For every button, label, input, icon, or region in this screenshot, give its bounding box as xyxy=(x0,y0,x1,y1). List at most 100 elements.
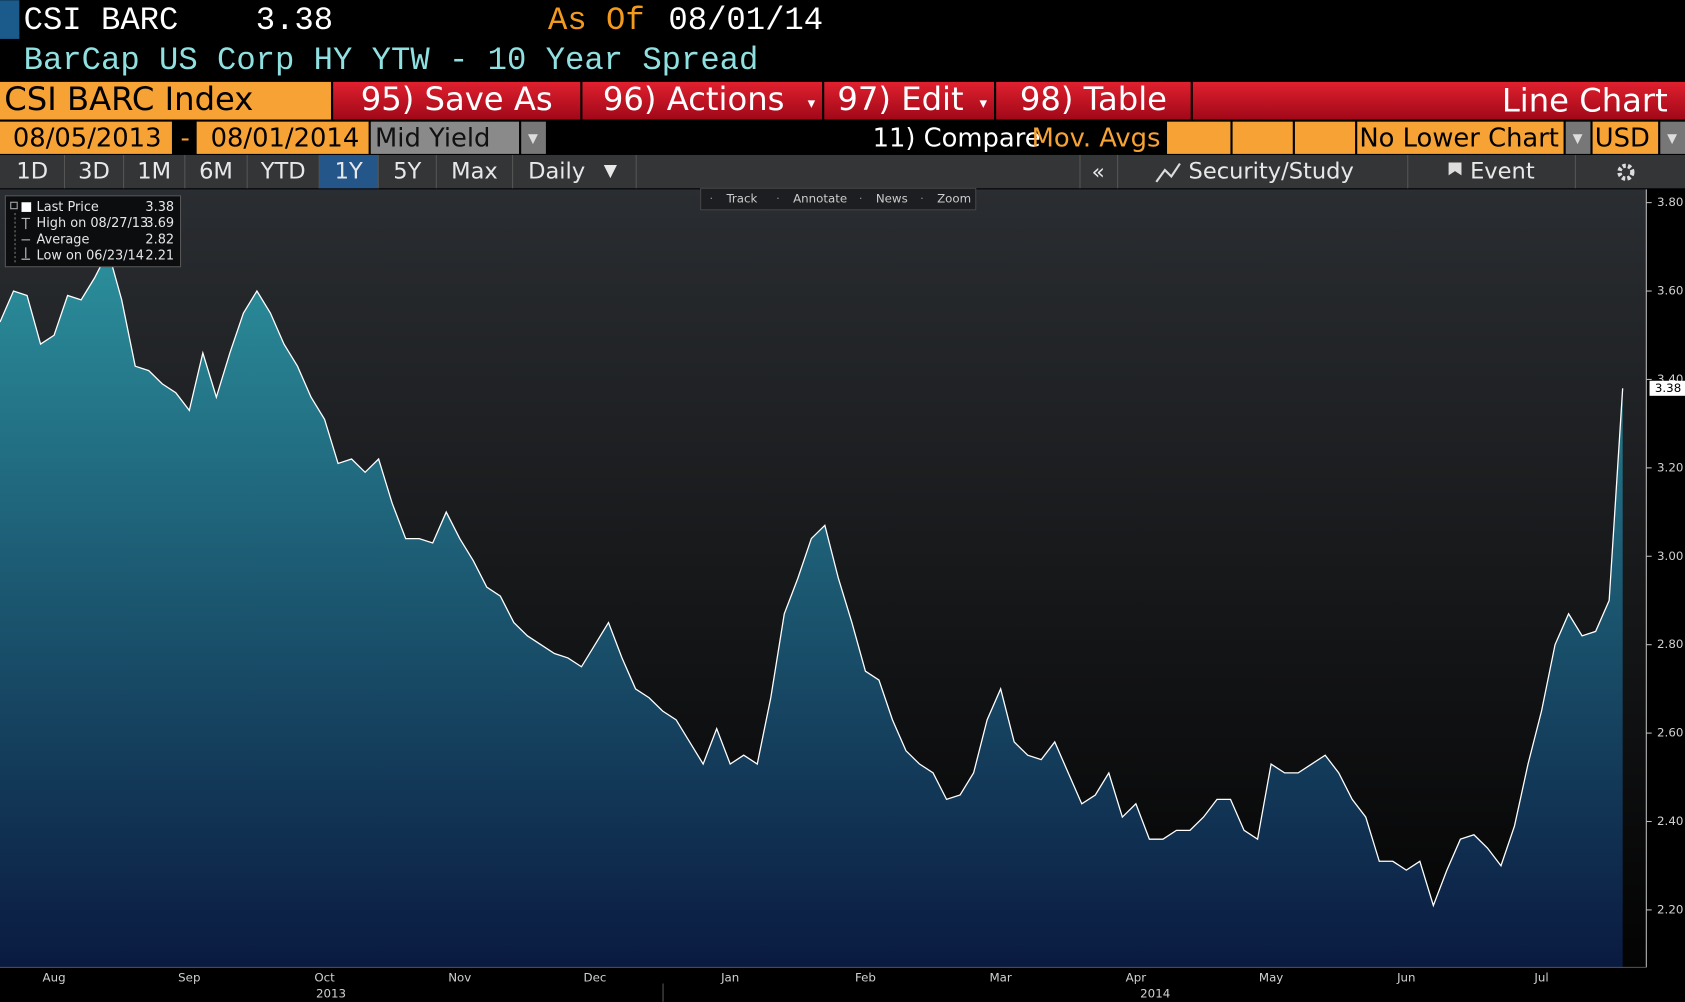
start-field[interactable] xyxy=(0,121,172,154)
price: 3.38 xyxy=(256,2,333,39)
x-tick-label: Aug xyxy=(43,971,66,985)
tool-icon: · xyxy=(859,192,862,205)
menu-button-label: 95) Save As xyxy=(361,80,553,118)
tool-icon: · xyxy=(710,192,713,205)
menu-button[interactable] xyxy=(333,81,581,120)
x-tick-label: Oct xyxy=(314,971,335,985)
chart xyxy=(0,249,1624,968)
menu-button[interactable] xyxy=(996,81,1191,120)
yield-field[interactable] xyxy=(370,121,520,154)
security-field[interactable] xyxy=(0,81,331,120)
legend-swatch xyxy=(21,202,32,212)
security-study[interactable]: Security/Study xyxy=(1189,159,1354,185)
date-separator: - xyxy=(181,123,190,153)
x-tick-label: Feb xyxy=(855,971,876,985)
x-tick-label: Dec xyxy=(584,971,607,985)
lower-chart-field[interactable] xyxy=(1357,121,1564,154)
tool-label[interactable]: Track xyxy=(725,192,757,206)
end-date: 08/01/2014 xyxy=(211,123,360,153)
last-price-label: 3.38 xyxy=(1655,381,1681,395)
period-tab[interactable]: 6M xyxy=(199,159,233,185)
y-tick-label: 2.60 xyxy=(1657,726,1683,740)
dropdown[interactable] xyxy=(1660,121,1685,154)
legend-label: Low on 06/23/14 xyxy=(37,248,144,263)
year-label: 2014 xyxy=(1140,987,1170,1001)
frequency-arrow: ▼ xyxy=(604,161,618,181)
frequency[interactable]: Daily xyxy=(528,159,585,185)
view-bar xyxy=(1192,81,1685,120)
end-field[interactable] xyxy=(196,121,369,154)
ticker: CSI BARC xyxy=(24,2,179,39)
start-date: 08/05/2013 xyxy=(13,123,162,153)
dropdown-arrow: ▼ xyxy=(1667,131,1677,146)
period-tabs: 1D 3D 1M 6M YTD 1Y 5Y Max xyxy=(16,154,514,189)
chart-tools: · Track · Annotate · News · Zoom xyxy=(710,192,971,206)
currency: USD xyxy=(1595,123,1650,153)
dropdown-arrow: ▼ xyxy=(1573,131,1583,146)
chart-toolbar xyxy=(700,187,977,211)
settings-icon[interactable] xyxy=(1617,163,1635,181)
year-label: 2013 xyxy=(316,987,346,1001)
dropdown-arrow: ▾ xyxy=(980,94,988,112)
legend-value: 3.38 xyxy=(145,200,174,215)
empty-field[interactable] xyxy=(1294,121,1356,154)
yield-type: Mid Yield xyxy=(375,123,490,153)
dropdown[interactable] xyxy=(521,121,546,154)
menu-button[interactable] xyxy=(824,81,995,120)
compare[interactable]: 11) Compare xyxy=(873,123,1041,153)
legend-toggle[interactable] xyxy=(10,201,18,210)
security-name: CSI BARC Index xyxy=(4,80,253,118)
as-of-date: 08/01/14 xyxy=(668,2,823,39)
y-tick-label: 3.00 xyxy=(1657,549,1683,563)
x-tick-label: Jul xyxy=(1533,971,1548,985)
dropdown-arrow: ▾ xyxy=(808,94,816,112)
menu-button-label: 97) Edit xyxy=(837,80,963,118)
event[interactable]: Event xyxy=(1470,159,1535,185)
menu-button-label: 98) Table xyxy=(1020,80,1167,118)
period-tab[interactable]: 1M xyxy=(137,159,171,185)
x-tick-label: Sep xyxy=(178,971,200,985)
legend-label: Average xyxy=(37,232,90,247)
period-tab[interactable]: 5Y xyxy=(393,159,421,185)
currency-field[interactable] xyxy=(1592,121,1659,154)
area-fill xyxy=(0,251,1623,968)
event-icon xyxy=(1448,162,1462,176)
y-tick-label: 3.60 xyxy=(1657,284,1683,298)
period-tab[interactable]: 1Y xyxy=(335,159,363,185)
tool-label[interactable]: Annotate xyxy=(793,192,847,206)
tool-label[interactable]: Zoom xyxy=(937,192,971,206)
dropdown[interactable] xyxy=(1565,121,1591,154)
y-tick-label: 2.20 xyxy=(1657,902,1683,916)
legend-value: 2.21 xyxy=(145,248,174,263)
y-tick-label: 3.80 xyxy=(1657,195,1683,209)
y-tick-label: 2.40 xyxy=(1657,814,1683,828)
last-price-box xyxy=(1649,380,1685,396)
period-tab[interactable]: 1D xyxy=(16,159,48,185)
period-tab[interactable]: YTD xyxy=(260,159,306,185)
description: BarCap US Corp HY YTW - 10 Year Spread xyxy=(24,42,759,79)
tool-icon: · xyxy=(776,192,779,205)
tool-label[interactable]: News xyxy=(876,192,908,206)
as-of-label: As Of xyxy=(548,2,645,39)
x-tick-label: Nov xyxy=(448,971,471,985)
period-tab[interactable]: 3D xyxy=(78,159,110,185)
legend-label: High on 08/27/13 xyxy=(37,216,149,231)
menu-buttons: 95) Save As 96) Actions ▾ 97) Edit ▾ 98) Tabl… xyxy=(333,80,1191,120)
menu-button[interactable] xyxy=(582,81,823,120)
x-tick-label: Mar xyxy=(989,971,1011,985)
x-tick-label: May xyxy=(1259,971,1283,985)
period-tab[interactable]: Max xyxy=(451,159,498,185)
x-tick-label: Jan xyxy=(720,971,739,985)
legend-value: 3.69 xyxy=(145,216,174,231)
empty-field[interactable] xyxy=(1167,121,1231,154)
legend xyxy=(4,195,182,268)
security-marker xyxy=(0,0,20,39)
collapse-icon[interactable]: « xyxy=(1092,160,1105,185)
mov-avgs[interactable]: Mov. Avgs xyxy=(1032,123,1161,153)
empty-field[interactable] xyxy=(1232,121,1293,154)
y-tick-label: 2.80 xyxy=(1657,637,1683,651)
legend-value: 2.82 xyxy=(145,232,174,247)
